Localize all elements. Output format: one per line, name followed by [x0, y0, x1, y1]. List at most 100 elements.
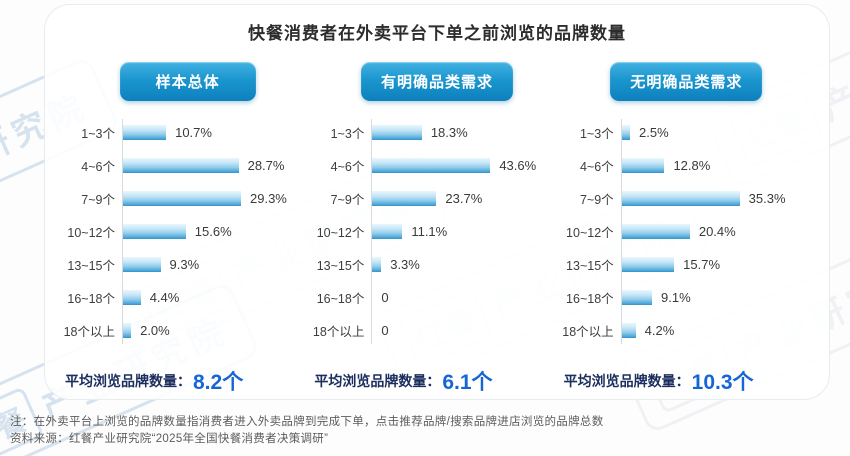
value-label: 2.5%: [639, 125, 669, 140]
value-label: 3.3%: [390, 257, 420, 272]
category-label: 13~15个: [316, 259, 365, 273]
value-label: 15.6%: [194, 224, 232, 239]
category-label: 1~3个: [579, 127, 614, 141]
average-line: 平均浏览品牌数量：6.1个: [312, 366, 561, 396]
value-label: 9.3%: [169, 257, 200, 272]
bar-chart: 1~3个 2.5% 4~6个 12.8% 7~9个 35.3% 10~12个 20.4% 13~…: [562, 119, 811, 344]
chart-card: 快餐消费者在外卖平台下单之前浏览的品牌数量 样本总体 1~3个 10.7% 4~6个…: [44, 4, 830, 400]
average-line: 平均浏览品牌数量：8.2个: [63, 366, 312, 396]
category-label: 16~18个: [316, 292, 365, 306]
average-value: 10.3个: [691, 371, 754, 394]
chart-row: 18个以上 2.0%: [63, 323, 312, 339]
bar-chart: 1~3个 18.3% 4~6个 43.6% 7~9个 23.7% 10~12个 11.1% 13…: [312, 119, 561, 344]
chart-row: 7~9个 29.3%: [63, 191, 312, 207]
value-label: 12.8%: [673, 158, 711, 173]
bar-chart: 1~3个 10.7% 4~6个 28.7% 7~9个 29.3% 10~12个 15.6% 13…: [63, 119, 312, 344]
chart-row: 10~12个 15.6%: [63, 224, 312, 240]
bar: [123, 125, 167, 140]
category-label: 13~15个: [67, 259, 115, 273]
group-badge: 有明确品类需求: [360, 62, 513, 101]
bar: [123, 158, 239, 173]
value-label: 11.1%: [411, 224, 448, 239]
value-label: 4.4%: [149, 290, 180, 305]
bar: [621, 125, 631, 140]
value-label: 2.0%: [140, 323, 170, 338]
charts-container: 样本总体 1~3个 10.7% 4~6个 28.7% 7~9个 29.3% 10~12个 15…: [59, 62, 815, 396]
chart-row: 4~6个 28.7%: [63, 158, 312, 174]
category-label: 18个以上: [312, 325, 365, 339]
chart-row: 7~9个 23.7%: [312, 191, 561, 207]
chart-row: 13~15个 15.7%: [562, 257, 811, 273]
chart-row: 16~18个 9.1%: [562, 290, 811, 306]
chart-row: 1~3个 10.7%: [63, 125, 312, 141]
chart-row: 18个以上 0: [312, 323, 561, 339]
category-label: 18个以上: [63, 325, 115, 339]
value-label: 23.7%: [445, 191, 483, 206]
value-label: 10.7%: [175, 125, 212, 140]
category-label: 1~3个: [330, 127, 365, 141]
chart-row: 4~6个 12.8%: [562, 158, 811, 174]
bar: [372, 257, 382, 272]
chart-row: 7~9个 35.3%: [562, 191, 811, 207]
category-label: 7~9个: [81, 193, 115, 207]
value-label: 15.7%: [683, 257, 721, 272]
category-label: 4~6个: [579, 160, 614, 174]
category-label: 13~15个: [566, 259, 614, 273]
bar: [123, 224, 186, 239]
average-value: 8.2个: [193, 371, 244, 394]
value-label: 0: [381, 323, 389, 338]
chart-column-clear-category-need: 有明确品类需求 1~3个 18.3% 4~6个 43.6% 7~9个 23.7% 10~12…: [312, 62, 561, 396]
chart-column-no-clear-category-need: 无明确品类需求 1~3个 2.5% 4~6个 12.8% 7~9个 35.3% 10~12个…: [562, 62, 811, 396]
value-label: 18.3%: [430, 125, 468, 140]
category-label: 1~3个: [81, 127, 115, 141]
chart-row: 13~15个 9.3%: [63, 257, 312, 273]
footer-notes: 注：在外卖平台上浏览的品牌数量指消费者进入外卖品牌到完成下单，点击推荐品牌/搜索…: [10, 414, 840, 447]
category-label: 10~12个: [566, 226, 614, 240]
bar: [621, 224, 690, 239]
category-label: 18个以上: [562, 325, 614, 339]
category-label: 7~9个: [330, 193, 365, 207]
average-label: 平均浏览品牌数量：: [314, 373, 441, 389]
value-label: 20.4%: [698, 224, 736, 239]
value-label: 28.7%: [247, 158, 285, 173]
note-definition: 注：在外卖平台上浏览的品牌数量指消费者进入外卖品牌到完成下单，点击推荐品牌/搜索…: [10, 416, 604, 428]
page-title: 快餐消费者在外卖平台下单之前浏览的品牌数量: [248, 24, 626, 43]
category-label: 4~6个: [81, 160, 115, 174]
average-label: 平均浏览品牌数量：: [563, 373, 690, 389]
bar: [123, 323, 132, 338]
bar: [123, 257, 161, 272]
value-label: 0: [381, 290, 389, 305]
chart-row: 10~12个 20.4%: [562, 224, 811, 240]
category-label: 10~12个: [67, 226, 115, 240]
value-label: 9.1%: [661, 290, 691, 305]
bar: [123, 290, 141, 305]
category-label: 16~18个: [566, 292, 614, 306]
bar: [372, 191, 437, 206]
chart-column-sample-total: 样本总体 1~3个 10.7% 4~6个 28.7% 7~9个 29.3% 10~12个 15…: [63, 62, 312, 396]
bar: [621, 290, 653, 305]
average-label: 平均浏览品牌数量：: [65, 373, 191, 389]
category-label: 7~9个: [579, 193, 614, 207]
category-label: 10~12个: [316, 226, 365, 240]
chart-row: 4~6个 43.6%: [312, 158, 561, 174]
value-label: 35.3%: [748, 191, 786, 206]
chart-row: 16~18个 0: [312, 290, 561, 306]
bar: [621, 323, 636, 338]
note-source: 资料来源：红餐产业研究院“2025年全国快餐消费者决策调研”: [10, 432, 329, 445]
group-badge: 无明确品类需求: [610, 62, 763, 101]
category-label: 4~6个: [330, 160, 365, 174]
average-line: 平均浏览品牌数量：10.3个: [562, 366, 811, 396]
chart-row: 13~15个 3.3%: [312, 257, 561, 273]
chart-row: 1~3个 18.3%: [312, 125, 561, 141]
average-value: 6.1个: [442, 371, 493, 394]
bar: [621, 257, 675, 272]
bar: [372, 125, 422, 140]
chart-row: 10~12个 11.1%: [312, 224, 561, 240]
chart-row: 1~3个 2.5%: [562, 125, 811, 141]
chart-row: 16~18个 4.4%: [63, 290, 312, 306]
category-label: 16~18个: [67, 292, 115, 306]
bar: [621, 158, 665, 173]
bar: [621, 191, 740, 206]
bar: [372, 158, 491, 173]
